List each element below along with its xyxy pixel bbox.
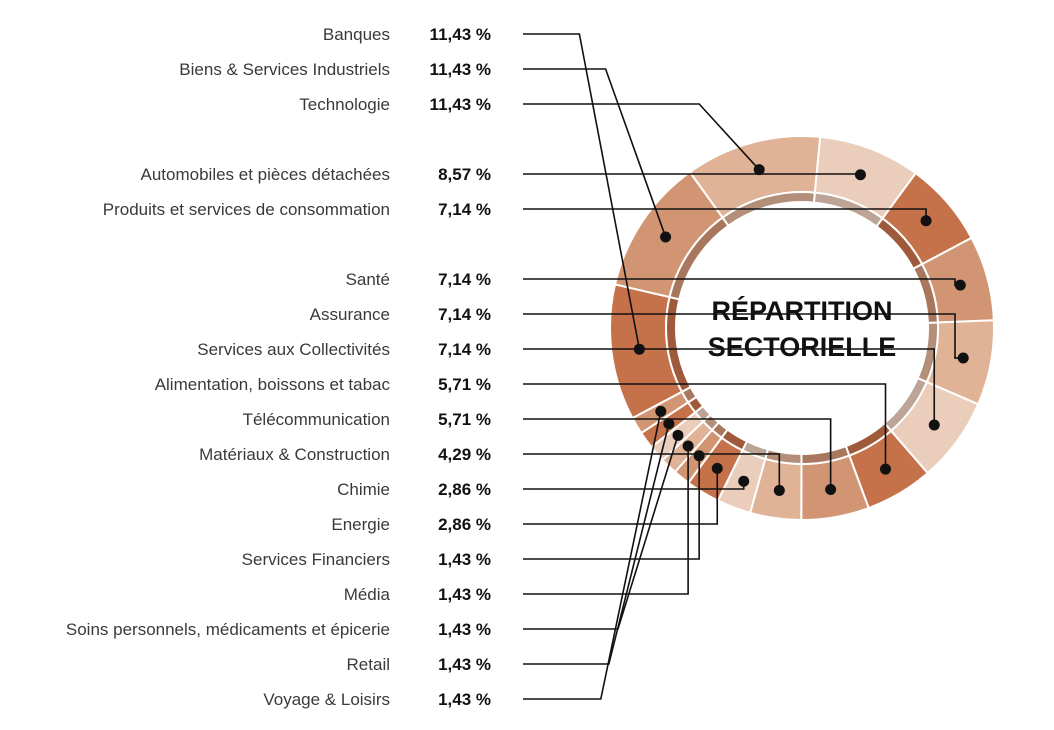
value-sante: 7,14 % xyxy=(438,270,491,289)
label-technologie: Technologie xyxy=(299,95,390,114)
label-services-aux-collectivites: Services aux Collectivités xyxy=(197,340,390,359)
leader-dot-materiaux-construction xyxy=(773,484,785,496)
value-services-aux-collectivites: 7,14 % xyxy=(438,340,491,359)
value-chimie: 2,86 % xyxy=(438,480,491,499)
label-produits-et-services-de-consommation: Produits et services de consommation xyxy=(103,200,390,219)
label-media: Média xyxy=(344,585,391,604)
label-banques: Banques xyxy=(323,25,390,44)
leader-line-technologie xyxy=(523,103,760,171)
value-energie: 2,86 % xyxy=(438,515,491,534)
leader-line-services-financiers xyxy=(523,455,700,560)
leader-line-media xyxy=(523,446,689,595)
leader-line-energie xyxy=(523,468,719,525)
leader-dot-sante xyxy=(954,279,966,291)
value-produits-et-services-de-consommation: 7,14 % xyxy=(438,200,491,219)
leader-dot-chimie xyxy=(738,475,750,487)
leader-line-voyage-loisirs xyxy=(523,411,662,700)
center-title-line-2: SECTORIELLE xyxy=(708,332,897,362)
value-services-financiers: 1,43 % xyxy=(438,550,491,569)
leader-line-biens-services-industriels xyxy=(523,68,667,238)
value-soins-personnels-medicaments-et-epicerie: 1,43 % xyxy=(438,620,491,639)
label-retail: Retail xyxy=(347,655,390,674)
leader-dot-services-aux-collectivites xyxy=(928,419,940,431)
label-sante: Santé xyxy=(346,270,390,289)
leader-dot-technologie xyxy=(753,164,765,176)
legend-labels: Banques 11,43 % Biens & Services Industrie… xyxy=(66,25,491,709)
label-energie: Energie xyxy=(331,515,390,534)
leader-line-materiaux-construction xyxy=(523,453,781,491)
value-media: 1,43 % xyxy=(438,585,491,604)
leader-dot-automobiles-et-pieces-detachees xyxy=(854,169,866,181)
donut-hole xyxy=(676,202,928,454)
center-title-line-1: RÉPARTITION xyxy=(712,295,893,326)
value-telecommunication: 5,71 % xyxy=(438,410,491,429)
leader-dot-assurance xyxy=(957,352,969,364)
leader-line-services-aux-collectivites xyxy=(523,348,936,425)
leader-line-alimentation-boissons-et-tabac xyxy=(523,383,887,470)
value-assurance: 7,14 % xyxy=(438,305,491,324)
label-voyage-loisirs: Voyage & Loisirs xyxy=(263,690,390,709)
leader-lines xyxy=(523,33,969,700)
label-assurance: Assurance xyxy=(310,305,390,324)
leader-dot-produits-et-services-de-consommation xyxy=(920,215,932,227)
label-telecommunication: Télécommunication xyxy=(243,410,390,429)
leader-dot-alimentation-boissons-et-tabac xyxy=(880,463,892,475)
value-technologie: 11,43 % xyxy=(430,95,491,114)
leader-dot-media xyxy=(682,440,694,452)
value-banques: 11,43 % xyxy=(430,25,491,44)
label-automobiles-et-pieces-detachees: Automobiles et pièces détachées xyxy=(141,165,391,184)
value-biens-services-industriels: 11,43 % xyxy=(430,60,491,79)
label-alimentation-boissons-et-tabac: Alimentation, boissons et tabac xyxy=(155,375,391,394)
label-biens-services-industriels: Biens & Services Industriels xyxy=(179,60,390,79)
leader-line-telecommunication xyxy=(523,418,832,490)
value-automobiles-et-pieces-detachees: 8,57 % xyxy=(438,165,491,184)
leader-line-automobiles-et-pieces-detachees xyxy=(523,173,862,175)
leader-dot-voyage-loisirs xyxy=(655,405,667,417)
value-alimentation-boissons-et-tabac: 5,71 % xyxy=(438,375,491,394)
label-services-financiers: Services Financiers xyxy=(242,550,390,569)
leader-dot-services-financiers xyxy=(693,450,705,462)
leader-dot-biens-services-industriels xyxy=(660,231,672,243)
leader-line-soins-personnels-medicaments-et-epicerie xyxy=(523,435,679,630)
leader-dot-retail xyxy=(663,418,675,430)
value-voyage-loisirs: 1,43 % xyxy=(438,690,491,709)
leader-dot-soins-personnels-medicaments-et-epicerie xyxy=(672,429,684,441)
leader-line-retail xyxy=(523,423,670,665)
leader-line-banques xyxy=(523,33,641,350)
leader-dot-telecommunication xyxy=(825,483,837,495)
value-materiaux-construction: 4,29 % xyxy=(438,445,491,464)
label-chimie: Chimie xyxy=(337,480,390,499)
value-retail: 1,43 % xyxy=(438,655,491,674)
label-materiaux-construction: Matériaux & Construction xyxy=(199,445,390,464)
label-soins-personnels-medicaments-et-epicerie: Soins personnels, médicaments et épiceri… xyxy=(66,620,390,639)
leader-dot-energie xyxy=(711,462,723,474)
